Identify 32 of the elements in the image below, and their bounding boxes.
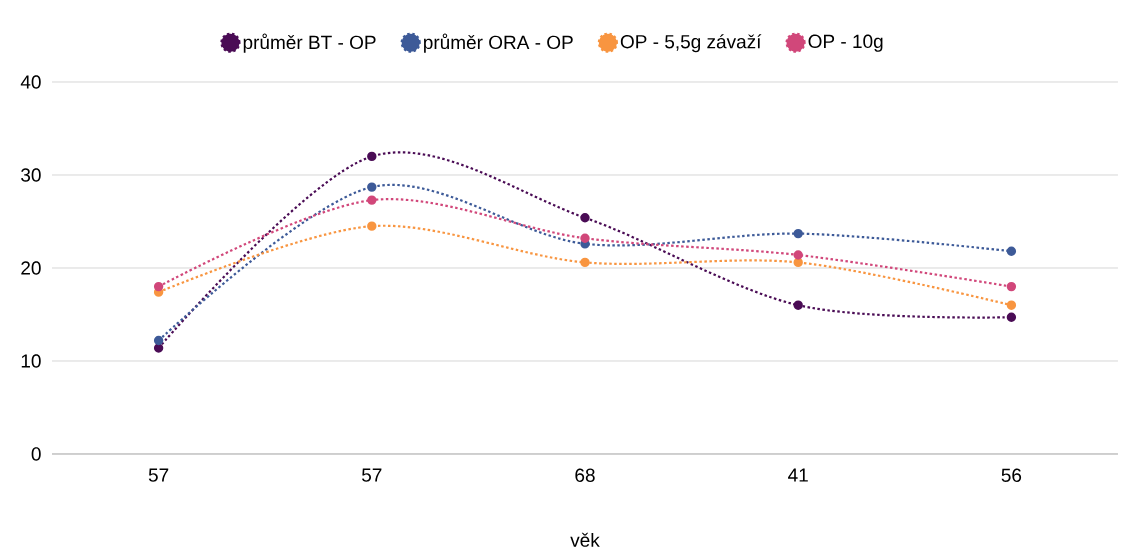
x-tick-label: 57 xyxy=(361,468,382,482)
point xyxy=(153,343,164,353)
point xyxy=(1006,300,1017,310)
point xyxy=(153,281,164,292)
point xyxy=(367,182,377,192)
x-tick-label: 56 xyxy=(1001,468,1022,482)
point xyxy=(367,151,377,162)
point xyxy=(793,228,803,239)
point xyxy=(793,250,803,260)
y-tick-label: 0 xyxy=(31,447,41,461)
y-tick-label: 20 xyxy=(21,261,41,275)
y-tick-label: 40 xyxy=(20,75,41,89)
x-tick-label: 57 xyxy=(148,468,169,482)
point xyxy=(1006,281,1017,292)
legend-label: průměr ORA - OP xyxy=(424,33,573,53)
x-axis-title: věk xyxy=(570,532,600,547)
point xyxy=(580,257,590,268)
point xyxy=(367,195,377,205)
point xyxy=(1006,246,1017,256)
x-tick-label: 68 xyxy=(575,468,595,482)
legend-label: průměr BT - OP xyxy=(243,33,376,53)
point xyxy=(580,213,590,223)
legend-label: OP - 5,5g závaží xyxy=(620,34,762,53)
point xyxy=(1006,312,1017,322)
legend-label: OP - 10g xyxy=(808,34,883,52)
point xyxy=(153,335,164,346)
point xyxy=(793,300,803,310)
point xyxy=(367,221,377,231)
y-tick-label: 30 xyxy=(21,168,41,182)
point xyxy=(580,233,590,243)
x-tick-label: 41 xyxy=(788,468,808,482)
y-tick-label: 10 xyxy=(21,354,41,368)
